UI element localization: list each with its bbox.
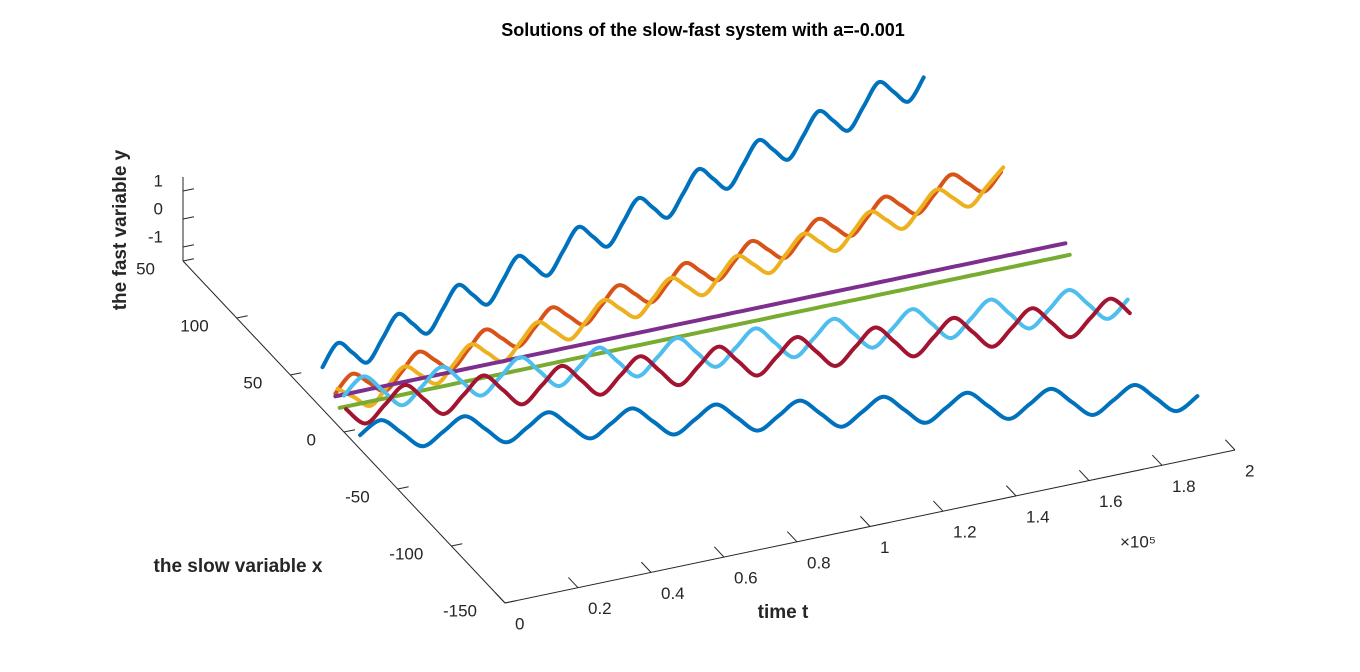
y-tick-label: -1 xyxy=(148,227,163,246)
y-tick xyxy=(182,244,195,248)
t-tick xyxy=(494,592,506,604)
x-tick-label: 50 xyxy=(243,373,262,392)
series-line xyxy=(333,170,1003,396)
t-tick-label: 1.4 xyxy=(1026,507,1050,526)
t-tick xyxy=(1078,469,1090,481)
t-tick-label: 1 xyxy=(880,538,889,557)
x-tick-label: 50 xyxy=(136,259,155,278)
t-tick-label: 0.4 xyxy=(661,584,685,603)
t-tick-label: 1.2 xyxy=(953,523,977,542)
t-tick xyxy=(932,500,944,512)
t-tick-label: 2 xyxy=(1245,461,1254,480)
y-tick xyxy=(182,216,195,220)
x-tick xyxy=(451,543,463,547)
x-tick xyxy=(236,315,248,319)
y-tick-label: 0 xyxy=(154,199,163,218)
t-tick xyxy=(1005,485,1017,497)
t-tick-label: 1.6 xyxy=(1099,492,1123,511)
x-tick-label: -100 xyxy=(389,544,423,563)
t-tick xyxy=(859,515,871,527)
x-tick xyxy=(504,600,517,604)
y-tick xyxy=(182,188,195,192)
x-axis-label: the slow variable x xyxy=(154,556,323,577)
x-tick xyxy=(397,486,409,490)
y-tick-label: 1 xyxy=(154,171,163,190)
x-tick-label: -150 xyxy=(443,601,477,620)
t-tick xyxy=(567,577,579,589)
t-tick-label: 1.8 xyxy=(1172,477,1196,496)
y-axis-label: the fast variable y xyxy=(110,149,131,310)
series-line xyxy=(344,296,1132,426)
x-tick xyxy=(290,372,302,376)
x-tick-label: 0 xyxy=(307,430,316,449)
x-tick-label: -50 xyxy=(345,487,370,506)
t-tick-label: 0.2 xyxy=(588,599,612,618)
t-tick xyxy=(1151,454,1163,466)
x-tick xyxy=(343,429,356,433)
t-tick-label: 0.6 xyxy=(734,569,758,588)
t-axis-label: time t xyxy=(758,602,809,623)
t-tick-label: 0 xyxy=(515,614,524,633)
series-line xyxy=(358,383,1200,449)
series-line xyxy=(320,75,926,370)
t-tick xyxy=(786,531,798,543)
series-line xyxy=(342,288,1130,408)
t-tick xyxy=(640,561,652,573)
t-tick xyxy=(713,546,725,558)
x-tick xyxy=(182,258,195,262)
series-line xyxy=(333,241,1068,399)
t-multiplier: ×10⁵ xyxy=(1120,532,1156,551)
t-tick-label: 0.8 xyxy=(807,553,831,572)
chart-title: Solutions of the slow-fast system with a… xyxy=(501,20,905,40)
t-tick xyxy=(1224,439,1236,451)
x-tick-label: 100 xyxy=(180,316,208,335)
